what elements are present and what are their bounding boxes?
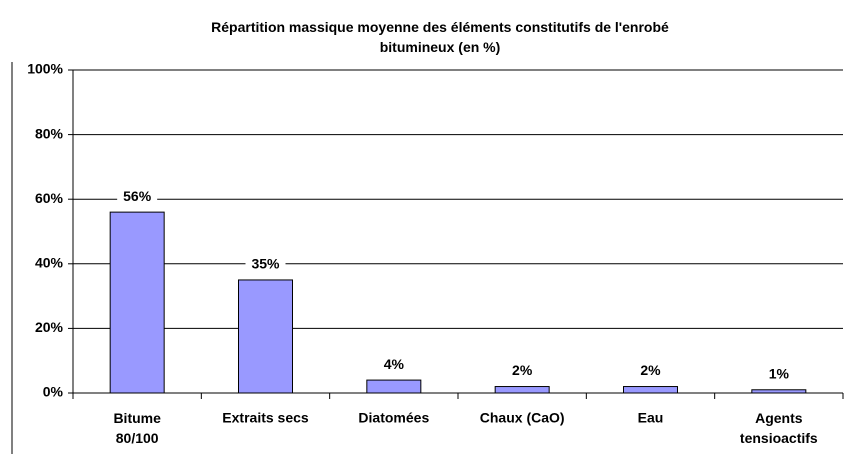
- bar: [109, 211, 165, 394]
- data-label: 1%: [769, 365, 790, 381]
- data-label: 35%: [251, 256, 280, 272]
- label-bg: [245, 254, 286, 275]
- x-tick-label: Extraits secs: [222, 410, 309, 426]
- bar: [366, 379, 422, 394]
- x-tick-label: Agents tensioactifs: [740, 410, 818, 446]
- y-tick-label: 60%: [35, 190, 64, 206]
- y-tick-label: 0%: [43, 384, 64, 400]
- data-label: 2%: [512, 362, 533, 378]
- data-label: 56%: [123, 188, 152, 204]
- x-tick-label: Diatomées: [358, 410, 429, 426]
- bar: [751, 389, 807, 394]
- chart-title: Répartition massique moyenne des élément…: [211, 19, 669, 55]
- x-tick-label: Eau: [638, 410, 664, 426]
- y-tick-label: 40%: [35, 255, 64, 271]
- bar: [494, 386, 550, 394]
- label-bg: [502, 361, 543, 382]
- bar: [623, 386, 678, 394]
- label-bg: [758, 364, 799, 385]
- label-bg: [630, 361, 671, 382]
- data-label: 4%: [384, 356, 405, 372]
- label-bg: [373, 355, 414, 376]
- y-tick-label: 100%: [27, 61, 63, 77]
- y-tick-label: 20%: [35, 319, 64, 335]
- x-tick-label: Bitume 80/100: [113, 410, 161, 446]
- y-tick-label: 80%: [35, 125, 64, 141]
- data-label: 2%: [640, 362, 661, 378]
- label-bg: [117, 187, 158, 208]
- x-tick-label: Chaux (CaO): [480, 410, 565, 426]
- bar: [238, 279, 293, 394]
